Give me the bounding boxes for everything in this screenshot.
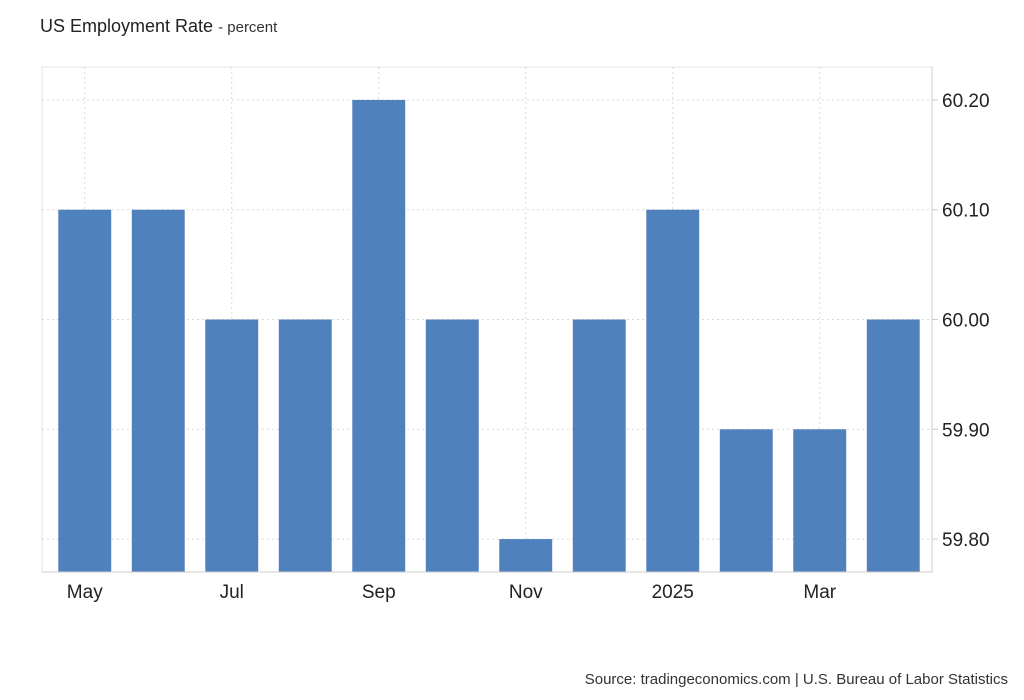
bar-jun xyxy=(131,209,185,572)
bar-oct xyxy=(425,319,479,572)
y-tick-label: 60.20 xyxy=(942,91,990,112)
bar-2025 xyxy=(646,209,700,572)
bar-apr xyxy=(866,319,920,572)
axes xyxy=(42,67,938,573)
bar-aug xyxy=(278,319,332,572)
y-tick-label: 60.10 xyxy=(942,201,990,222)
bar-mar xyxy=(793,429,847,572)
y-tick-label: 60.00 xyxy=(942,311,990,332)
x-tick-label: Jul xyxy=(220,582,244,603)
bars xyxy=(58,99,920,572)
x-tick-label: Sep xyxy=(362,582,396,603)
y-tick-label: 59.80 xyxy=(942,530,990,551)
bar-jul xyxy=(205,319,259,572)
x-tick-label: Nov xyxy=(509,582,543,603)
bar-chart: 59.80 59.90 60.00 60.10 60.20 May Jul Sep Nov 202… xyxy=(41,66,990,603)
chart-subtitle: - percent xyxy=(218,19,278,36)
chart-title-text: US Employment Rate xyxy=(40,16,214,36)
x-tick-label: 2025 xyxy=(652,582,694,603)
source-note: Source: tradingeconomics.com | U.S. Bure… xyxy=(584,671,1008,688)
bar-dec xyxy=(572,319,626,572)
bar-nov xyxy=(499,539,553,572)
x-tick-label: Mar xyxy=(803,582,836,603)
chart-title: US Employment Rate - percent xyxy=(40,16,277,37)
tick-labels: 59.80 59.90 60.00 60.10 60.20 May Jul Sep Nov 202… xyxy=(67,91,990,603)
bar-sep xyxy=(352,99,406,572)
y-tick-label: 59.90 xyxy=(942,420,990,441)
bar-feb xyxy=(719,429,773,572)
bar-may xyxy=(58,209,112,572)
x-tick-label: May xyxy=(67,582,103,603)
